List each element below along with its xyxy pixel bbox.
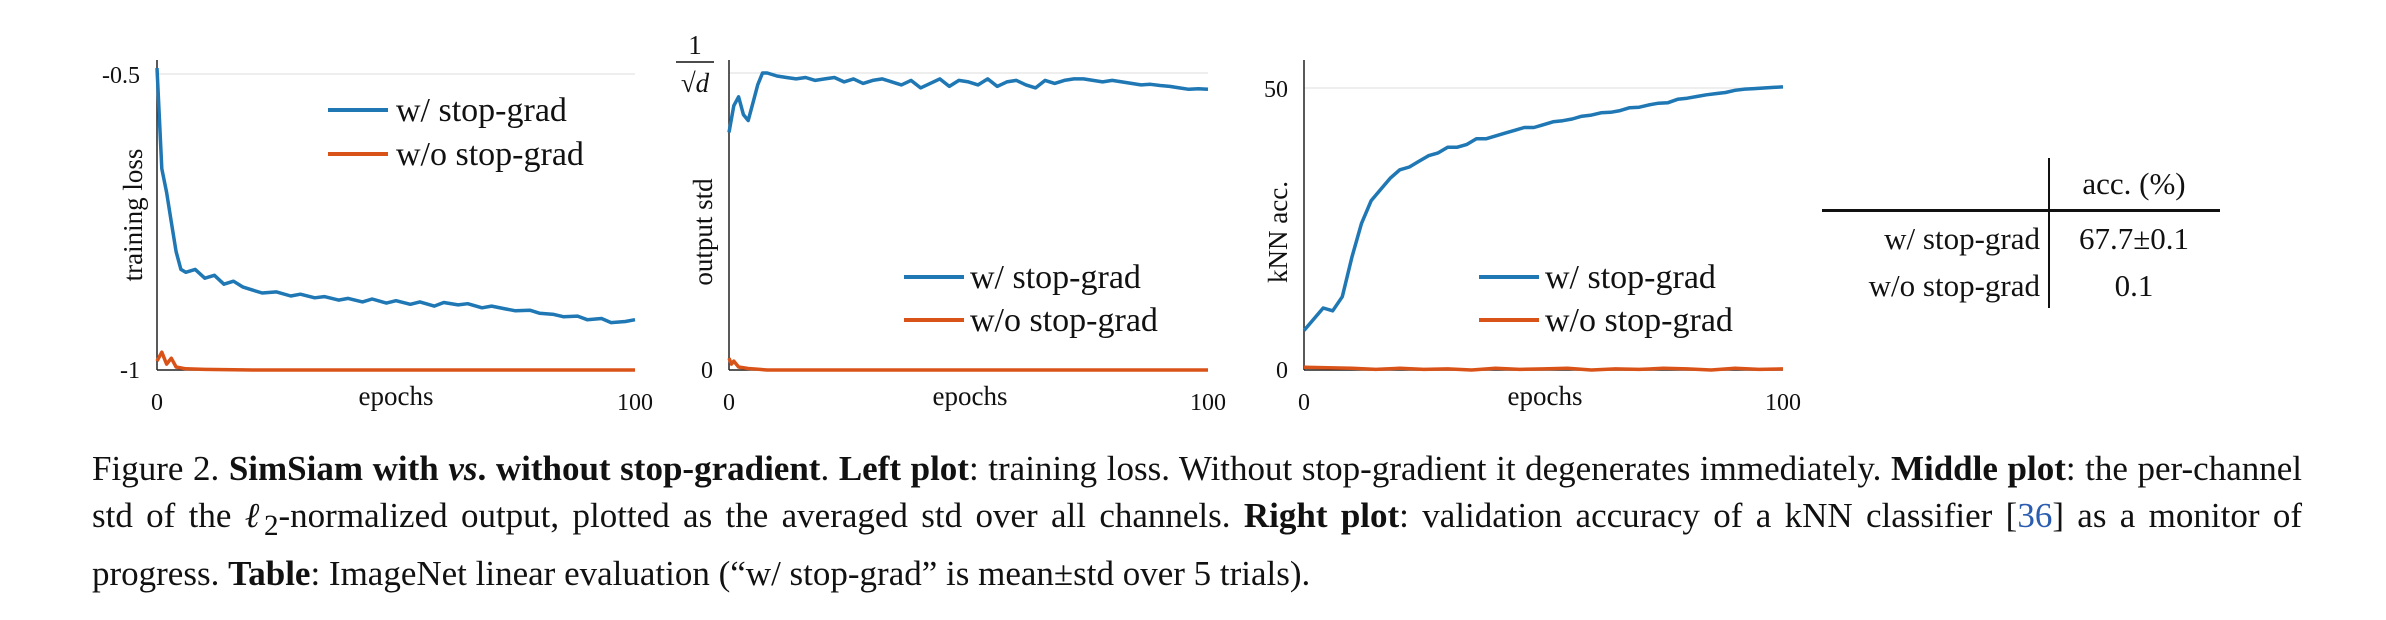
caption-middle-label: Middle plot [1890,449,2066,488]
legend-label-stop-grad: w/ stop-grad [970,259,1141,296]
x-tick-end: 100 [1765,390,1801,416]
series-layer [727,71,1209,372]
legend-label-stop-grad: w/ stop-grad [1545,259,1716,296]
caption-table-label: Table [228,554,311,593]
table-header-rule [1822,209,2220,212]
x-tick-start: 0 [723,390,735,416]
legend: w/ stop-grad w/o stop-grad [1479,259,1733,339]
legend-label-stop-grad: w/ stop-grad [396,92,567,129]
x-tick-end: 100 [1190,390,1226,416]
table-row-value: 67.7±0.1 [2078,221,2189,256]
series-line-stop-grad [1302,85,1784,332]
series-layer [155,68,636,372]
caption-left-text: : training loss. Without stop-gradient i… [968,449,1891,488]
y-tick-top-denominator: √d [681,68,710,98]
results-table: acc. (%) w/ stop-grad 67.7±0.1 w/o stop-… [1822,158,2220,308]
caption-title: SimSiam with vs. without stop-gradient [229,449,821,488]
table-vertical-rule [2048,158,2050,308]
y-tick-bottom: -1 [120,358,140,384]
y-tick-top: 50 [1264,77,1288,103]
table-row-label: w/ stop-grad [1884,221,2040,256]
x-tick-end: 100 [617,390,653,416]
caption-title-a: SimSiam with [228,449,449,488]
x-tick-start: 0 [1298,390,1310,416]
citation-link[interactable]: 36 [2017,496,2053,535]
legend-label-no-stop-grad: w/o stop-grad [396,136,584,173]
caption-right-label: Right plot [1243,496,1400,535]
series-line-stop-grad [155,68,636,325]
x-axis-label: epochs [933,381,1008,411]
legend-label-no-stop-grad: w/o stop-grad [1545,302,1733,339]
series-line-no-stop-grad [155,350,635,372]
caption-title-vs: vs [448,449,478,488]
series-layer [1302,85,1784,372]
series-line-no-stop-grad [1303,365,1784,372]
y-tick-bottom: 0 [701,358,713,384]
y-tick-bottom: 0 [1276,358,1288,384]
right-plot: 50 0 0 100 epochs kNN acc. w/ stop-grad … [1263,60,1801,416]
middle-plot: 1 √d 0 0 100 epochs output std w/ stop-g… [676,30,1226,416]
left-plot: -0.5 -1 0 100 epochs training loss w/ st… [102,60,653,416]
caption-right-text-a: : validation accuracy of a kNN classifie… [1399,496,2018,535]
caption-period: . [820,449,839,488]
y-tick-top-numerator: 1 [688,30,702,60]
y-tick-top: -0.5 [102,63,140,89]
x-axis-label: epochs [1508,381,1583,411]
y-axis-label: output std [688,178,718,286]
x-axis-label: epochs [359,381,434,411]
y-axis-label: kNN acc. [1263,181,1293,283]
legend: w/ stop-grad w/o stop-grad [904,259,1158,339]
table-row-label: w/o stop-grad [1868,268,2040,303]
series-line-stop-grad [727,71,1209,133]
caption-prefix: Figure 2. [92,449,229,488]
caption-left-label: Left plot [838,449,969,488]
caption-table-text: : ImageNet linear evaluation (“w/ stop-g… [310,554,1311,593]
caption-ell-sub: 2 [263,510,279,542]
caption-middle-text-b: -normalized output, plotted as the avera… [278,496,1244,535]
caption-ell: ℓ [244,496,264,535]
table-row-value: 0.1 [2114,268,2154,303]
table-header-acc: acc. (%) [2082,166,2186,201]
caption-middle-text-a: : the per-channel std of the [92,449,2302,535]
caption-right-text-b: ] as a monitor of progress. [92,496,2303,593]
y-axis-label: training loss [118,149,148,282]
series-line-no-stop-grad [727,357,1208,372]
figure-caption: Figure 2. SimSiam with vs. without stop-… [92,445,2302,597]
legend: w/ stop-grad w/o stop-grad [328,92,584,173]
y-tick-top: 1 √d [676,30,714,98]
x-tick-start: 0 [151,390,163,416]
caption-title-b: . without stop-gradient [477,449,821,488]
legend-label-no-stop-grad: w/o stop-grad [970,302,1158,339]
